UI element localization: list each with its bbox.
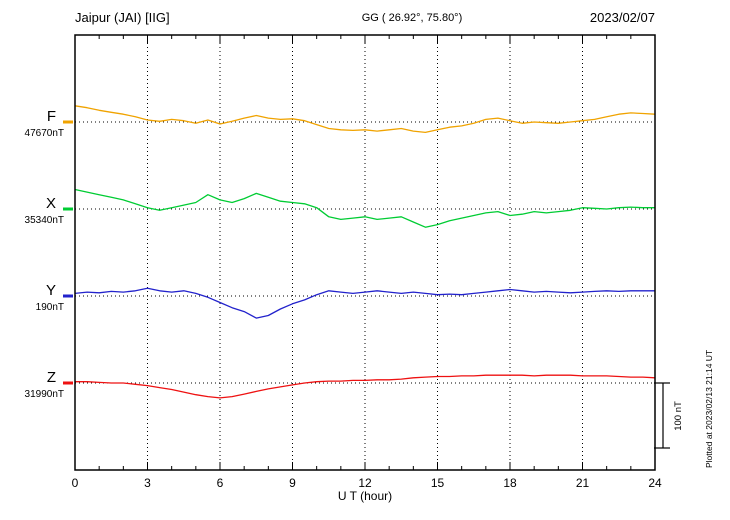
- plot-date: 2023/02/07: [590, 10, 655, 25]
- x-tick-label: 24: [648, 476, 662, 490]
- trace-X: [74, 188, 655, 228]
- trace-F: [74, 105, 656, 134]
- plot-frame: [74, 34, 656, 471]
- plot-area: 0 3 6 9 12 15 18 21 24: [63, 34, 670, 490]
- scale-bar-label: 100 nT: [673, 401, 684, 431]
- series-baseline-X: 35340nT: [25, 215, 64, 226]
- station-title: Jaipur (JAI) [IIG]: [75, 10, 170, 25]
- x-tick-label: 3: [144, 476, 151, 490]
- x-tick-label: 15: [431, 476, 445, 490]
- series-label-F: F: [47, 108, 56, 125]
- x-tick-label: 9: [289, 476, 296, 490]
- geo-coordinates: GG ( 26.92°, 75.80°): [362, 12, 463, 24]
- series-baseline-Y: 190nT: [36, 302, 64, 313]
- x-tick-label: 0: [72, 476, 79, 490]
- plotted-at-note: Plotted at 2023/02/13 21:14 UT: [704, 350, 714, 468]
- x-tick-label: 18: [503, 476, 517, 490]
- trace-Z: [75, 374, 656, 399]
- series-label-X: X: [46, 195, 56, 212]
- x-tick-label: 21: [576, 476, 590, 490]
- x-axis-label: U T (hour): [338, 489, 392, 503]
- trace-Y: [74, 287, 655, 319]
- x-tick-label: 12: [358, 476, 372, 490]
- series-baseline-Z: 31990nT: [25, 389, 64, 400]
- series-label-Y: Y: [46, 282, 56, 299]
- series-baseline-F: 47670nT: [25, 128, 64, 139]
- x-tick-label: 6: [217, 476, 224, 490]
- series-label-Z: Z: [47, 369, 56, 386]
